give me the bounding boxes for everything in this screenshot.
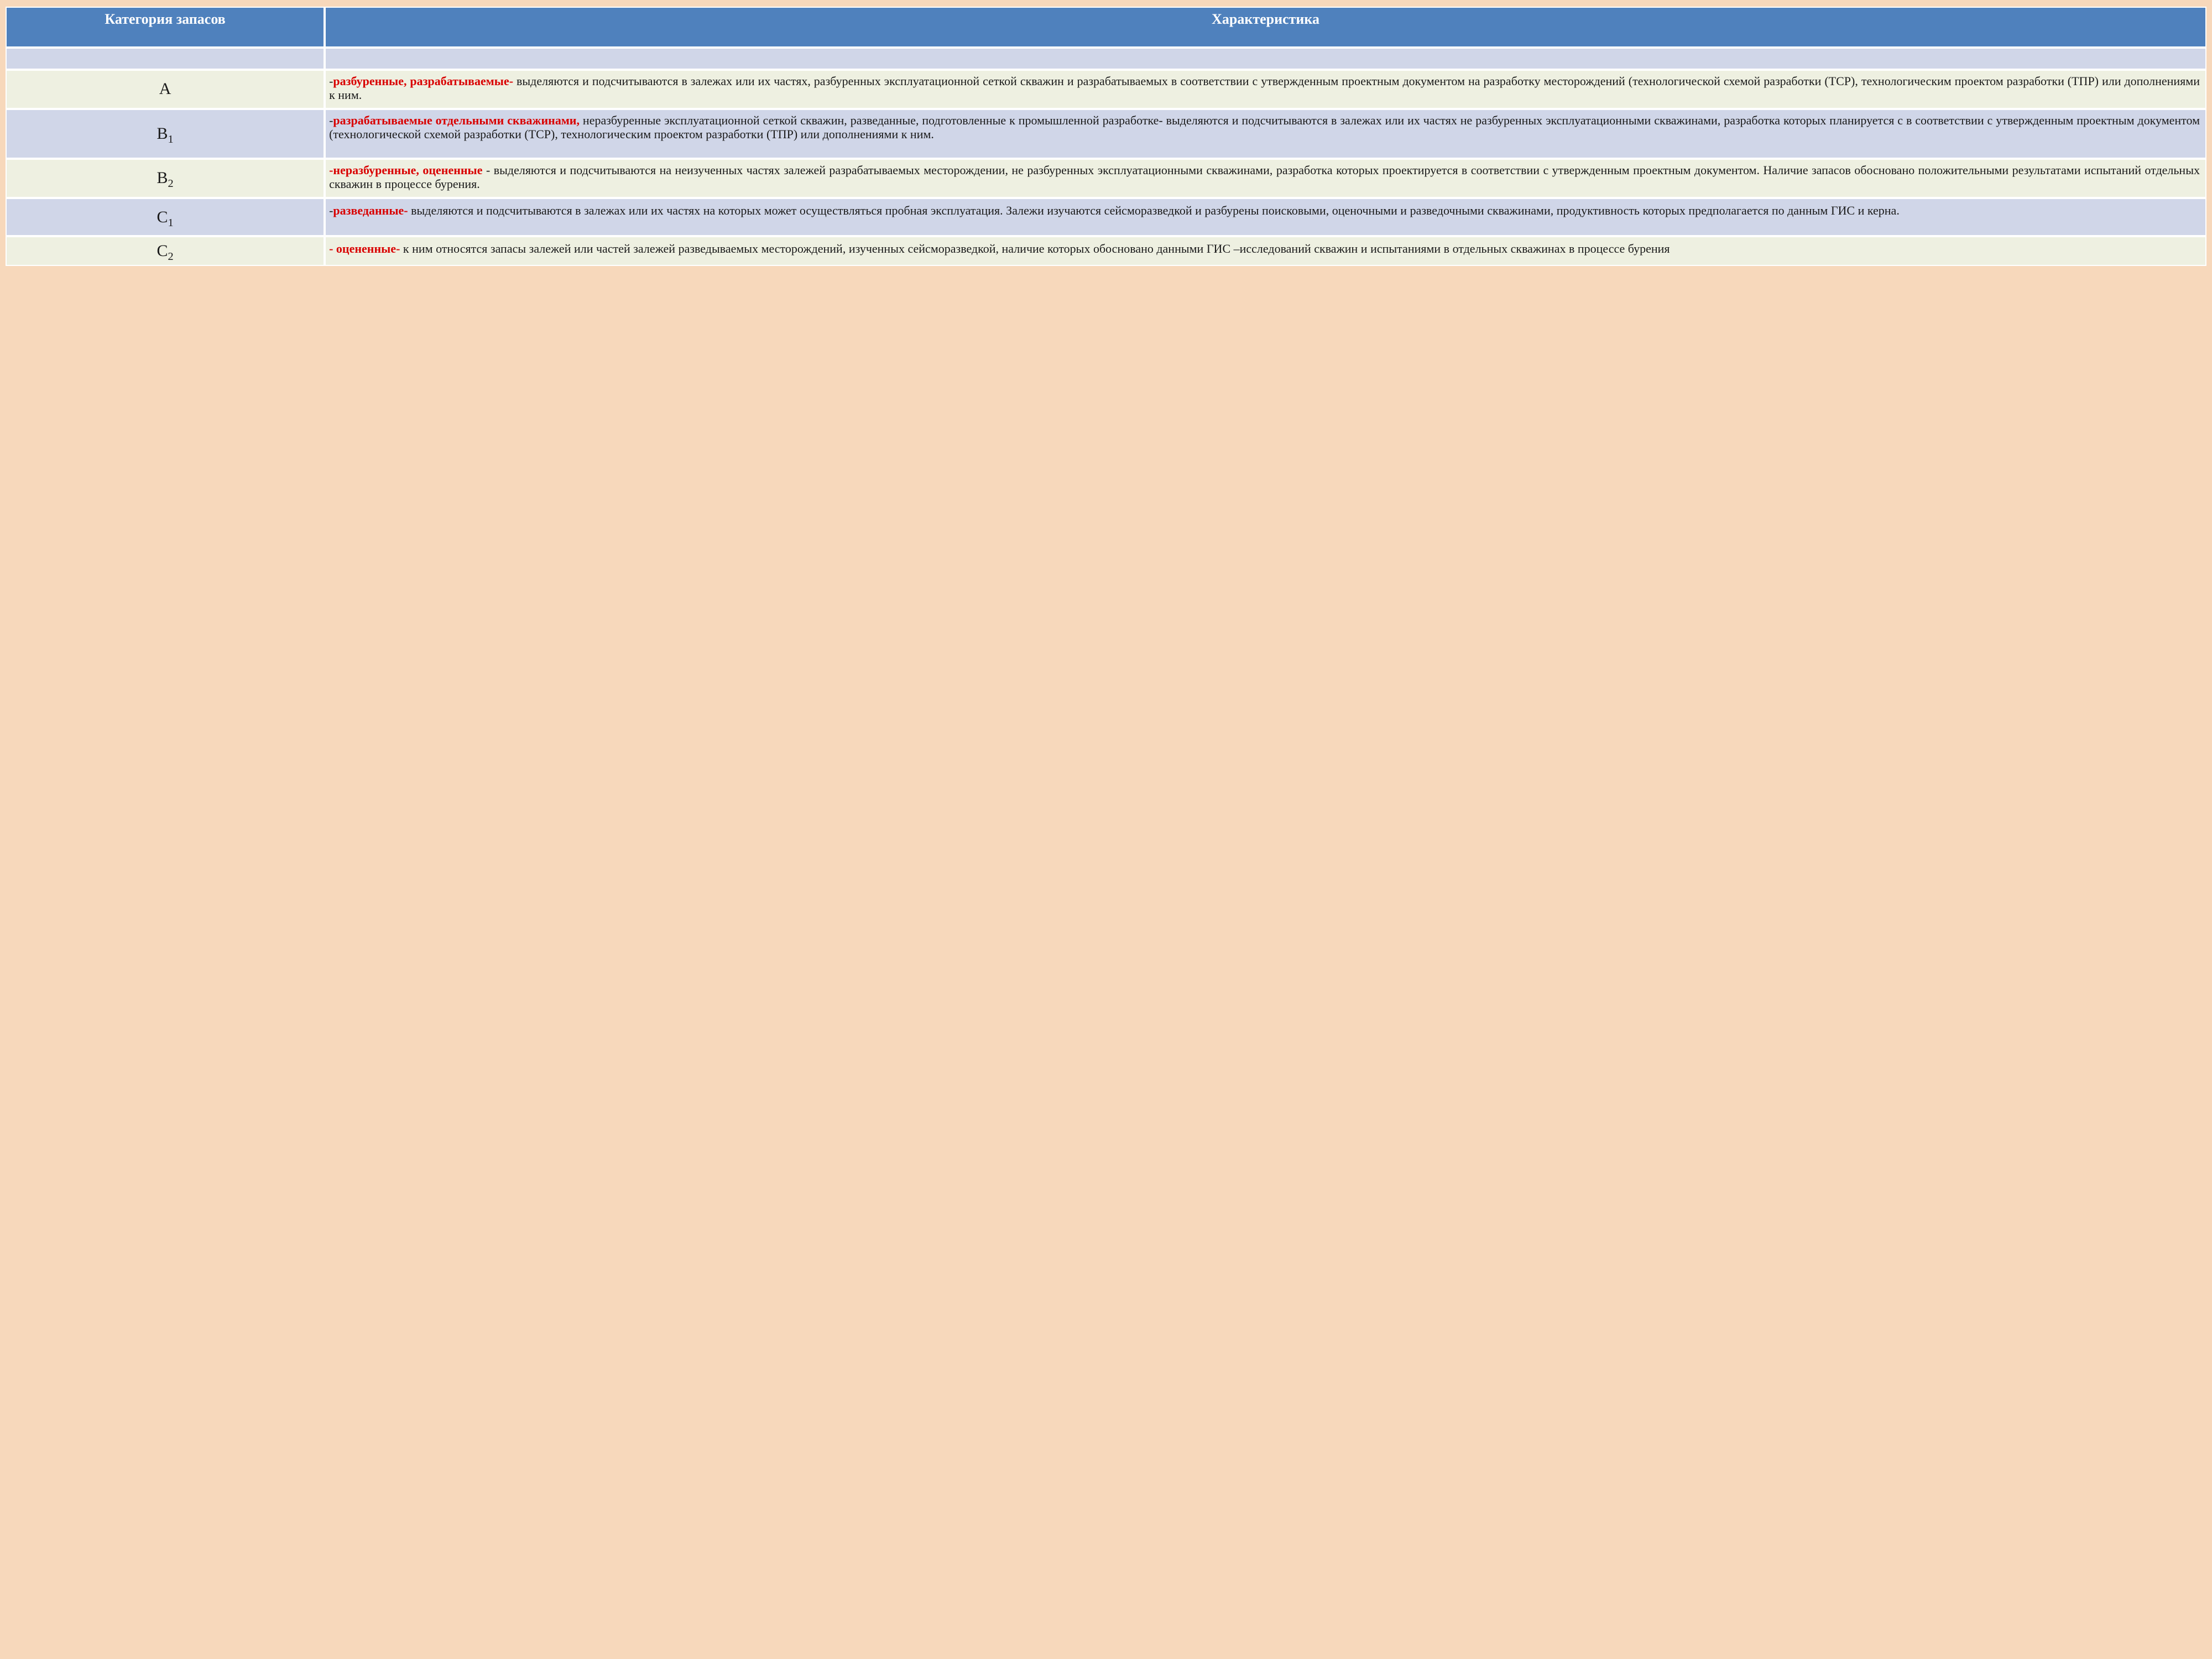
table-row: С2 - оцененные- к ним относятся запасы з… — [6, 236, 2206, 266]
category-sub: 1 — [168, 133, 173, 145]
category-base: А — [159, 80, 171, 98]
category-cell: А — [6, 70, 325, 109]
category-base: С — [156, 242, 168, 260]
highlight-text: оцененные- — [333, 242, 400, 255]
header-category: Категория запасов — [6, 7, 325, 48]
description-text: выделяются и подсчитываются в залежах ил… — [329, 74, 2200, 102]
category-base: В — [156, 169, 168, 187]
spacer-row — [6, 48, 2206, 70]
category-cell: В1 — [6, 109, 325, 159]
category-base: В — [156, 124, 168, 143]
table-row: В1 -разрабатываемые отдельными скважинам… — [6, 109, 2206, 159]
table-row: С1 -разведанные- выделяются и подсчитыва… — [6, 198, 2206, 237]
reserves-table: Категория запасов Характеристика А -разб… — [6, 7, 2206, 266]
category-base: С — [156, 208, 168, 226]
table-header: Категория запасов Характеристика — [6, 7, 2206, 48]
category-sub: 2 — [168, 251, 173, 263]
category-cell: С1 — [6, 198, 325, 237]
table-row: В2 -неразбуренные, оцененные - выделяютс… — [6, 159, 2206, 198]
category-sub: 1 — [168, 217, 173, 229]
description-text: неразбуренные эксплуатационной сеткой ск… — [329, 113, 2200, 141]
description-cell: -разведанные- выделяются и подсчитываютс… — [325, 198, 2206, 237]
highlight-text: разбуренные, разрабатываемые- — [333, 74, 513, 88]
description-cell: -разрабатываемые отдельными скважинами, … — [325, 109, 2206, 159]
table-row: А -разбуренные, разрабатываемые- выделяю… — [6, 70, 2206, 109]
description-cell: - оцененные- к ним относятся запасы зале… — [325, 236, 2206, 266]
category-cell: С2 — [6, 236, 325, 266]
description-cell: -неразбуренные, оцененные - выделяются и… — [325, 159, 2206, 198]
highlight-text: разрабатываемые отдельными скважинами, — [333, 113, 580, 127]
description-cell: -разбуренные, разрабатываемые- выделяютс… — [325, 70, 2206, 109]
description-text: выделяются и подсчитываются в залежах ил… — [408, 204, 1900, 217]
description-text: к ним относятся запасы залежей или часте… — [400, 242, 1670, 255]
description-text: - выделяются и подсчитываются на неизуче… — [329, 163, 2200, 191]
highlight-text: разведанные- — [333, 204, 408, 217]
header-description: Характеристика — [325, 7, 2206, 48]
category-cell: В2 — [6, 159, 325, 198]
highlight-text: неразбуренные, оцененные — [333, 163, 482, 177]
category-sub: 2 — [168, 178, 173, 190]
